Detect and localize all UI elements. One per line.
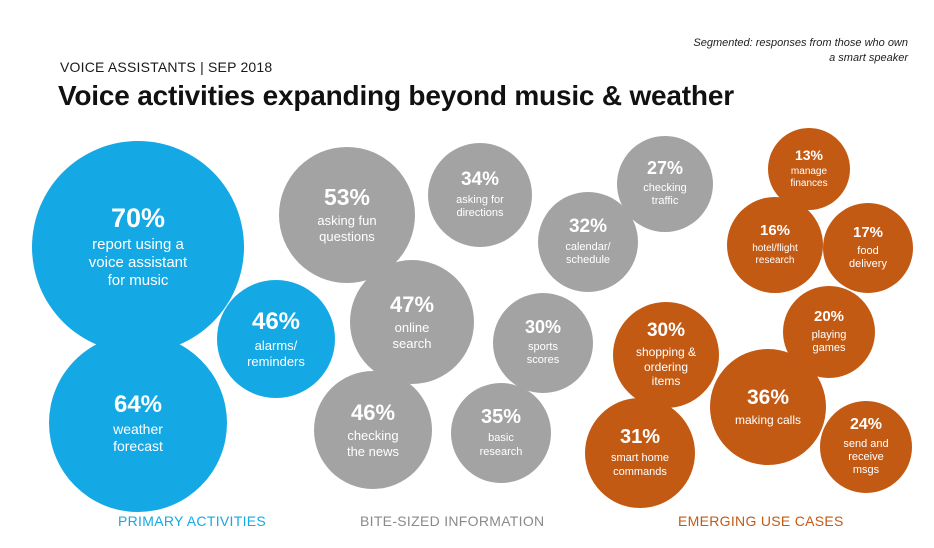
bubble-emerging-30: 30% shopping & ordering items [613, 302, 719, 408]
bubble-bite-sized-27: 27% checking traffic [617, 136, 713, 232]
segment-note: Segmented: responses from those who own … [693, 37, 908, 64]
bubble-label: sports scores [526, 341, 560, 367]
bubble-label: basic research [479, 432, 523, 458]
bubble-value: 34% [460, 168, 500, 190]
bubble-label: send and receive msgs [843, 437, 889, 476]
bubble-value: 36% [746, 385, 790, 409]
bubble-bite-sized-35: 35% basic research [451, 383, 551, 483]
bubble-primary-64: 64% weather forecast [49, 334, 227, 512]
bubble-value: 47% [389, 291, 435, 317]
bubble-value: 70% [110, 202, 166, 233]
group-label-emerging: EMERGING USE CASES [678, 513, 844, 529]
bubble-label: online search [392, 319, 432, 351]
bubble-emerging-31: 31% smart home commands [585, 398, 695, 508]
bubble-primary-46: 46% alarms/ reminders [217, 280, 335, 398]
bubble-emerging-20: 20% playing games [783, 286, 875, 378]
bubble-label: food delivery [849, 244, 887, 270]
bubble-value: 64% [113, 390, 163, 418]
bubble-value: 46% [251, 307, 301, 335]
bubble-label: playing games [811, 328, 847, 354]
bubble-label: alarms/ reminders [247, 338, 305, 369]
group-label-primary: PRIMARY ACTIVITIES [118, 513, 267, 529]
kicker: VOICE ASSISTANTS | SEP 2018 [60, 59, 273, 75]
bubble-primary-70: 70% report using a voice assistant for mu… [32, 141, 244, 353]
bubble-value: 30% [524, 317, 562, 338]
bubble-label: making calls [734, 412, 802, 427]
bubble-value: 27% [646, 158, 684, 179]
bubble-value: 24% [849, 415, 883, 433]
bubble-bite-sized-30: 30% sports scores [493, 293, 593, 393]
bubble-value: 53% [323, 184, 371, 211]
bubble-emerging-24: 24% send and receive msgs [820, 401, 912, 493]
bubble-value: 30% [646, 320, 686, 342]
bubble-value: 13% [794, 146, 824, 163]
bubble-label: smart home commands [610, 452, 670, 478]
bubble-label: shopping & ordering items [635, 345, 697, 389]
bubble-label: calendar/ schedule [565, 240, 611, 266]
bubble-value: 35% [480, 406, 522, 429]
bubble-emerging-16: 16% hotel/flight research [727, 197, 823, 293]
bubble-label: asking for directions [456, 193, 504, 219]
group-label-bite-sized: BITE-SIZED INFORMATION [360, 513, 545, 529]
bubble-label: checking the news [346, 427, 400, 459]
bubble-bite-sized-46: 46% checking the news [314, 371, 432, 489]
bubble-label: checking traffic [643, 182, 687, 208]
bubble-label: weather forecast [113, 420, 163, 454]
bubble-label: hotel/flight research [752, 242, 798, 266]
bubble-label: asking fun questions [317, 213, 377, 245]
bubble-value: 32% [568, 215, 608, 237]
bubble-label: manage finances [790, 166, 828, 190]
bubble-bite-sized-53: 53% asking fun questions [279, 147, 415, 283]
bubble-bite-sized-47: 47% online search [350, 260, 474, 384]
bubble-emerging-13: 13% manage finances [768, 128, 850, 210]
bubble-value: 46% [350, 399, 396, 425]
bubble-value: 20% [813, 307, 845, 325]
bubble-label: report using a voice assistant for music [88, 236, 188, 290]
bubble-emerging-17: 17% food delivery [823, 203, 913, 293]
bubble-value: 17% [852, 223, 884, 241]
bubble-bite-sized-32: 32% calendar/ schedule [538, 192, 638, 292]
page-title: Voice activities expanding beyond music … [58, 80, 734, 111]
bubble-value: 16% [759, 222, 791, 240]
bubble-value: 31% [619, 426, 661, 449]
bubble-bite-sized-34: 34% asking for directions [428, 143, 532, 247]
